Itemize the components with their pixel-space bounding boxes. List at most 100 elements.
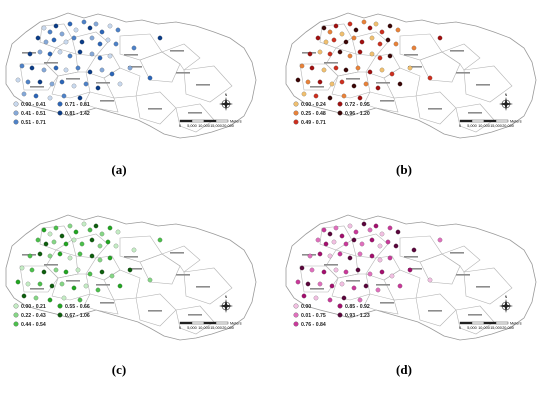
sample-point (51, 239, 57, 245)
sample-point (379, 67, 385, 73)
sample-point (73, 27, 79, 33)
township-label-mark (176, 72, 190, 74)
sample-point (387, 255, 393, 261)
township-boundary (71, 31, 109, 57)
sample-point (115, 27, 121, 33)
sample-point (105, 37, 111, 43)
sample-point (89, 237, 95, 243)
sample-point (321, 25, 327, 31)
sample-point (89, 35, 95, 41)
township-label-mark (428, 108, 442, 110)
sample-point (81, 221, 87, 227)
township-label-mark (44, 62, 58, 64)
sample-point (59, 79, 65, 85)
township-label-mark (408, 268, 422, 270)
township-label-mark (66, 78, 80, 80)
sample-point (339, 79, 345, 85)
sample-point (77, 95, 83, 101)
township-label-mark (30, 86, 44, 88)
sample-point (59, 31, 65, 37)
scale-bar-label: 15,000 (210, 326, 222, 330)
sample-point (347, 255, 353, 261)
sample-point (363, 283, 369, 289)
sample-point (347, 223, 353, 229)
legend-swatch (57, 312, 63, 318)
sample-point (67, 223, 73, 229)
sample-point (307, 253, 313, 259)
sample-point (331, 239, 337, 245)
sample-point (71, 285, 77, 291)
township-boundary (415, 91, 457, 125)
township-label-mark (450, 252, 464, 254)
sample-point (81, 19, 87, 25)
sample-point (351, 35, 357, 41)
township-label-mark (170, 252, 184, 254)
sample-point (317, 251, 323, 257)
legend-swatch (293, 101, 299, 107)
legend-label: 0.93 - 1.23 (345, 313, 370, 319)
township-label-mark (408, 66, 422, 68)
sample-point (323, 241, 329, 247)
legend-swatch (57, 303, 63, 309)
sample-point (53, 267, 59, 273)
sample-point (63, 241, 69, 247)
sample-point (327, 297, 333, 303)
scale-bar-label: 20,000 (502, 124, 514, 128)
sample-point (375, 85, 381, 91)
scale-bar-label: 0 (459, 124, 461, 128)
legend-label: 0.72 - 0.95 (345, 102, 370, 108)
map-panel-d: 0.00 0.85 - 0.92 0.01 - 0.75 0.93 - 1.23 0.7… (280, 202, 550, 354)
sample-point (115, 229, 121, 235)
sample-point (393, 243, 399, 249)
township-label-mark (428, 310, 442, 312)
map-svg-d: 0.00 0.85 - 0.92 0.01 - 0.75 0.93 - 1.23 0.7… (285, 214, 537, 341)
sample-point (87, 227, 93, 233)
township-label-mark (100, 100, 114, 102)
sample-point (97, 257, 103, 263)
township-label-mark (96, 284, 110, 286)
sample-point (89, 51, 95, 57)
township-label-mark (456, 72, 470, 74)
township-boundary (455, 305, 495, 335)
sample-point (83, 81, 89, 87)
sample-point (323, 39, 329, 45)
township-boundary (135, 91, 177, 125)
sample-point (333, 65, 339, 71)
sample-point (41, 25, 47, 31)
sample-point (15, 279, 21, 285)
sample-point (337, 251, 343, 257)
legend-swatch (13, 303, 19, 309)
legend-label: 0.71 - 0.81 (65, 102, 90, 108)
sample-point (347, 21, 353, 27)
sample-point (343, 67, 349, 73)
township-boundary (441, 43, 481, 71)
sample-point (113, 243, 119, 249)
sample-point (377, 257, 383, 263)
sample-point (395, 229, 401, 235)
township-label-mark (96, 82, 110, 84)
township-boundary (135, 293, 177, 327)
sample-point (35, 237, 41, 243)
map-panel-c: 0.00 - 0.21 0.55 - 0.66 0.22 - 0.43 0.67 - … (0, 202, 270, 354)
sample-point (75, 65, 81, 71)
township-label-mark (468, 112, 482, 114)
legend-swatch (337, 312, 343, 318)
township-label-mark (188, 112, 202, 114)
sample-point (19, 63, 25, 69)
legend-swatch (293, 312, 299, 318)
sample-point (301, 293, 307, 299)
legend-d: 0.00 0.85 - 0.92 0.01 - 0.75 0.93 - 1.23 0.7… (293, 303, 370, 328)
township-label-mark (376, 82, 390, 84)
compass-label: N (505, 93, 508, 97)
sample-point (329, 283, 335, 289)
sample-point (21, 293, 27, 299)
sample-point (343, 39, 349, 45)
legend-swatch (337, 303, 343, 309)
sample-point (307, 51, 313, 57)
sample-point (29, 267, 35, 273)
township-label-mark (324, 62, 338, 64)
sample-point (437, 35, 443, 41)
legend-label: 0.76 - 0.84 (301, 322, 326, 328)
township-boundary (363, 293, 399, 315)
sample-point (49, 81, 55, 87)
